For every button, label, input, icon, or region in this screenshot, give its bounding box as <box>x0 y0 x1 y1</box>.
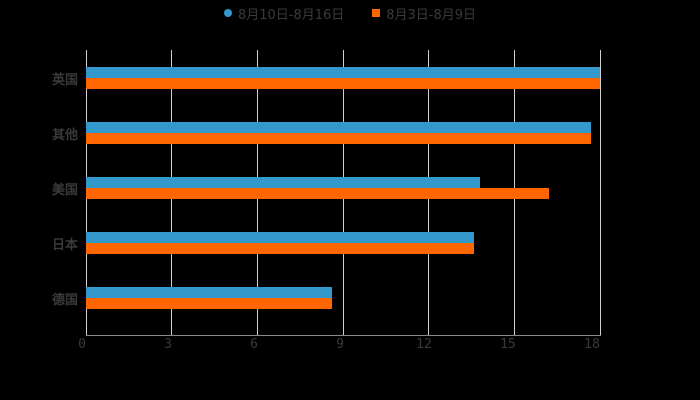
y-category-label: 美国 <box>51 183 78 198</box>
x-tick-label: 15 <box>500 337 516 352</box>
x-tick-label: 3 <box>164 337 172 352</box>
y-category-label: 英国 <box>51 73 78 88</box>
legend-label: 8月3日-8月9日 <box>386 7 477 23</box>
x-tick-label: 18 <box>584 337 600 352</box>
bar-series-1[interactable] <box>86 177 480 188</box>
legend-label: 8月10日-8月16日 <box>237 7 345 23</box>
x-axis-line <box>86 335 601 336</box>
y-category-label: 日本 <box>51 238 78 253</box>
bar-series-2[interactable] <box>86 243 474 254</box>
square-marker-icon <box>372 9 381 17</box>
bar-series-2[interactable] <box>86 133 591 144</box>
bar-series-2[interactable] <box>86 298 332 309</box>
bar-series-2[interactable] <box>86 78 600 89</box>
legend-item-series-1[interactable]: 8月10日-8月16日 <box>223 4 345 23</box>
circle-marker-icon <box>223 9 232 17</box>
y-category-label: 德国 <box>51 293 78 308</box>
bar-series-1[interactable] <box>86 67 600 78</box>
x-tick-label: 6 <box>250 337 258 352</box>
bar-series-1[interactable] <box>86 287 332 298</box>
x-tick-label: 12 <box>416 337 432 352</box>
bar-series-2[interactable] <box>86 188 549 199</box>
bar-series-1[interactable] <box>86 232 474 243</box>
x-tick-label: 9 <box>336 337 344 352</box>
x-tick-label: 0 <box>78 337 86 352</box>
y-category-label: 其他 <box>51 128 78 143</box>
bar-series-1[interactable] <box>86 122 591 133</box>
legend-item-series-2[interactable]: 8月3日-8月9日 <box>372 4 476 23</box>
legend: 8月10日-8月16日 8月3日-8月9日 <box>0 4 700 23</box>
gridline <box>600 50 601 335</box>
